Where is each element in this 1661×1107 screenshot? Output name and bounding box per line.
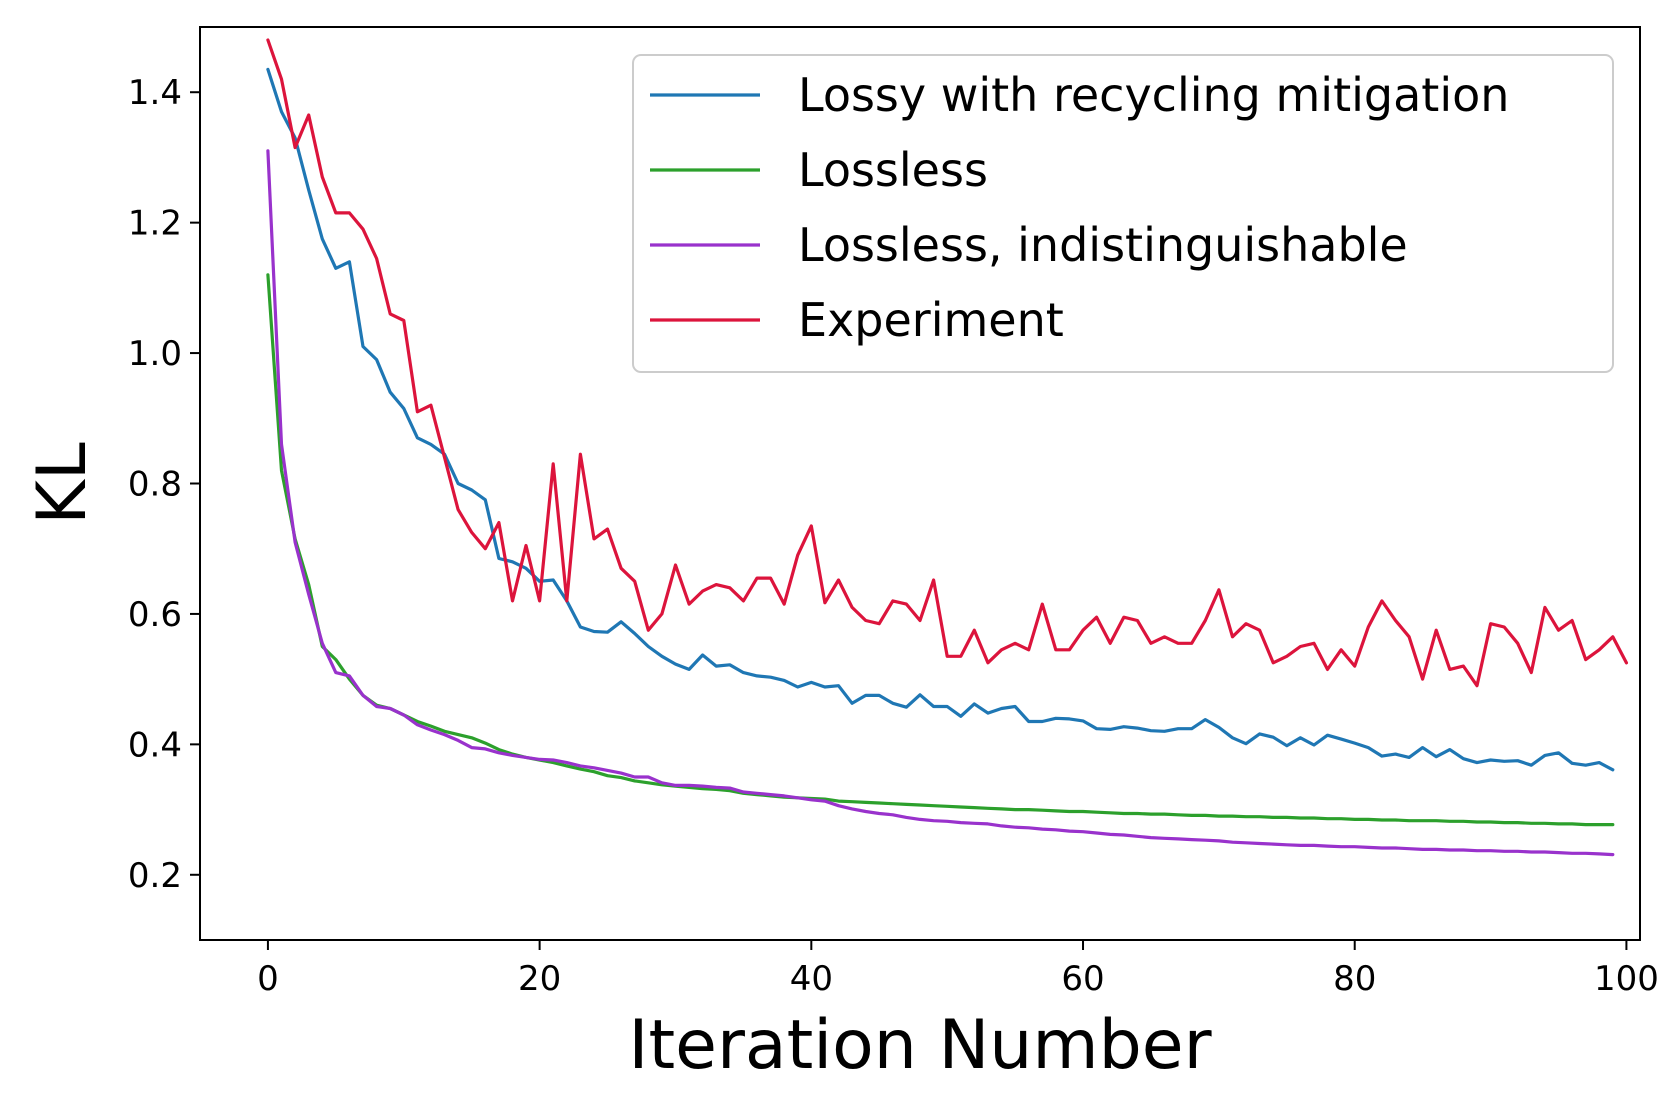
y-axis-ticks: 0.2 0.4 0.6 0.8 1.0 1.2 1.4 xyxy=(128,73,200,896)
series-line-2 xyxy=(266,149,1615,857)
legend: Lossy with recycling mitigation Lossless L… xyxy=(632,54,1614,373)
plot-lines xyxy=(266,38,1629,857)
legend-entry-label: Lossless, indistinguishable xyxy=(798,218,1408,272)
legend-entry-label: Lossy with recycling mitigation xyxy=(798,68,1509,122)
series-line-1 xyxy=(266,273,1615,827)
x-tick-label: 80 xyxy=(1333,959,1376,999)
y-axis-label: KL xyxy=(23,442,102,525)
x-tick-label: 40 xyxy=(790,959,833,999)
y-tick-label: 1.4 xyxy=(128,73,182,113)
x-tick-label: 20 xyxy=(518,959,561,999)
x-axis-ticks: 0 20 40 60 80 100 xyxy=(257,940,1659,999)
legend-entry-label: Experiment xyxy=(798,293,1064,347)
x-tick-label: 100 xyxy=(1594,959,1659,999)
y-tick-label: 0.8 xyxy=(128,465,182,505)
x-tick-label: 0 xyxy=(257,959,279,999)
y-tick-label: 0.2 xyxy=(128,856,182,896)
legend-entry-label: Lossless xyxy=(798,143,988,197)
y-tick-label: 0.6 xyxy=(128,595,182,635)
y-tick-label: 1.0 xyxy=(128,334,182,374)
x-axis-label: Iteration Number xyxy=(628,1006,1211,1085)
legend-box xyxy=(632,54,1614,373)
series-line-3 xyxy=(266,38,1629,688)
x-tick-label: 60 xyxy=(1061,959,1104,999)
y-tick-label: 0.4 xyxy=(128,725,182,765)
series-line-0 xyxy=(266,67,1615,772)
y-tick-label: 1.2 xyxy=(128,204,182,244)
